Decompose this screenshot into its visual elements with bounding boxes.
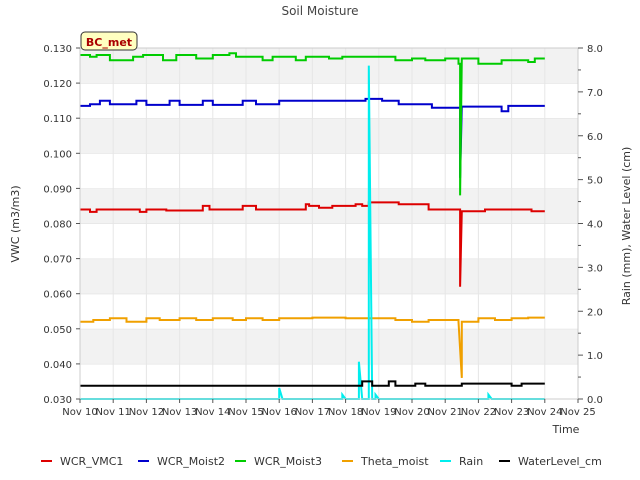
grid-band xyxy=(80,188,578,224)
x-tick-label: Nov 25 xyxy=(560,407,595,418)
grid-band xyxy=(80,363,578,399)
x-tick-label: Nov 12 xyxy=(129,407,164,418)
legend-label: WCR_Moist2 xyxy=(157,455,225,468)
y2-tick-label: 0.0 xyxy=(587,395,603,406)
grid-band xyxy=(80,258,578,294)
y2-axis-ticks: 0.0 1.0 2.0 3.0 4.0 5.0 6.0 7.0 8.0 xyxy=(578,44,603,406)
y2-tick-label: 7.0 xyxy=(587,88,603,99)
grid-band xyxy=(80,293,578,329)
x-tick-label: Nov 16 xyxy=(261,407,296,418)
series-line-theta-moist xyxy=(80,316,545,378)
x-tick-label: Nov 14 xyxy=(195,407,230,418)
y2-tick-label: 6.0 xyxy=(587,132,603,143)
y2-tick-label: 8.0 xyxy=(587,44,603,55)
x-tick-label: Nov 22 xyxy=(461,407,496,418)
y2-tick-label: 1.0 xyxy=(587,351,603,362)
site-label: BC_met xyxy=(86,36,132,49)
grid-band xyxy=(80,328,578,364)
y-tick-label: 0.110 xyxy=(43,114,72,125)
y-tick-label: 0.030 xyxy=(43,395,72,406)
y-tick-label: 0.050 xyxy=(43,325,72,336)
y-tick-label: 0.080 xyxy=(43,220,72,231)
y-tick-label: 0.130 xyxy=(43,44,72,55)
y-tick-label: 0.120 xyxy=(43,79,72,90)
y2-tick-label: 3.0 xyxy=(587,263,603,274)
grid-band xyxy=(80,48,578,84)
grid-band xyxy=(80,223,578,259)
series-line-waterlevel-cm xyxy=(80,380,545,387)
legend-label: WCR_VMC1 xyxy=(60,455,123,468)
grid-band xyxy=(80,153,578,189)
x-tick-label: Nov 19 xyxy=(361,407,396,418)
x-tick-label: Nov 11 xyxy=(95,407,130,418)
series-line-wcr-vmc1 xyxy=(80,201,545,287)
legend-label: WCR_Moist3 xyxy=(254,455,322,468)
grid-bands xyxy=(80,47,578,399)
x-tick-label: Nov 18 xyxy=(328,407,363,418)
chart-title: Soil Moisture xyxy=(281,4,358,18)
x-tick-label: Nov 13 xyxy=(162,407,197,418)
legend-label: Rain xyxy=(459,455,483,468)
grid-band xyxy=(80,118,578,154)
series-line-wcr-moist3 xyxy=(80,52,545,196)
legend: WCR_VMC1 WCR_Moist2 WCR_Moist3 Theta_moist R… xyxy=(41,455,602,468)
y-tick-label: 0.040 xyxy=(43,360,72,371)
y2-axis-label: Rain (mm), Water Level (cm) xyxy=(620,147,633,306)
y-axis-label: VWC (m3/m3) xyxy=(9,185,22,262)
y-tick-label: 0.060 xyxy=(43,290,72,301)
y-axis-ticks: 0.030 0.040 0.050 0.060 0.070 0.080 0.090 0.100… xyxy=(43,44,80,406)
x-tick-label: Nov 24 xyxy=(527,407,562,418)
y2-tick-label: 2.0 xyxy=(587,307,603,318)
x-tick-label: Nov 21 xyxy=(427,407,462,418)
x-tick-label: Nov 20 xyxy=(394,407,429,418)
y-tick-label: 0.070 xyxy=(43,255,72,266)
legend-label: WaterLevel_cm xyxy=(518,455,602,468)
x-tick-label: Nov 17 xyxy=(295,407,330,418)
site-label-box: BC_met xyxy=(80,31,138,51)
x-axis-label: Time xyxy=(552,423,580,436)
legend-label: Theta_moist xyxy=(360,455,429,468)
x-tick-label: Nov 15 xyxy=(228,407,263,418)
y-tick-label: 0.100 xyxy=(43,149,72,160)
y2-tick-label: 4.0 xyxy=(587,220,603,231)
y2-tick-label: 5.0 xyxy=(587,176,603,187)
y-tick-label: 0.090 xyxy=(43,184,72,195)
x-tick-label: Nov 23 xyxy=(494,407,529,418)
x-tick-label: Nov 10 xyxy=(62,407,97,418)
